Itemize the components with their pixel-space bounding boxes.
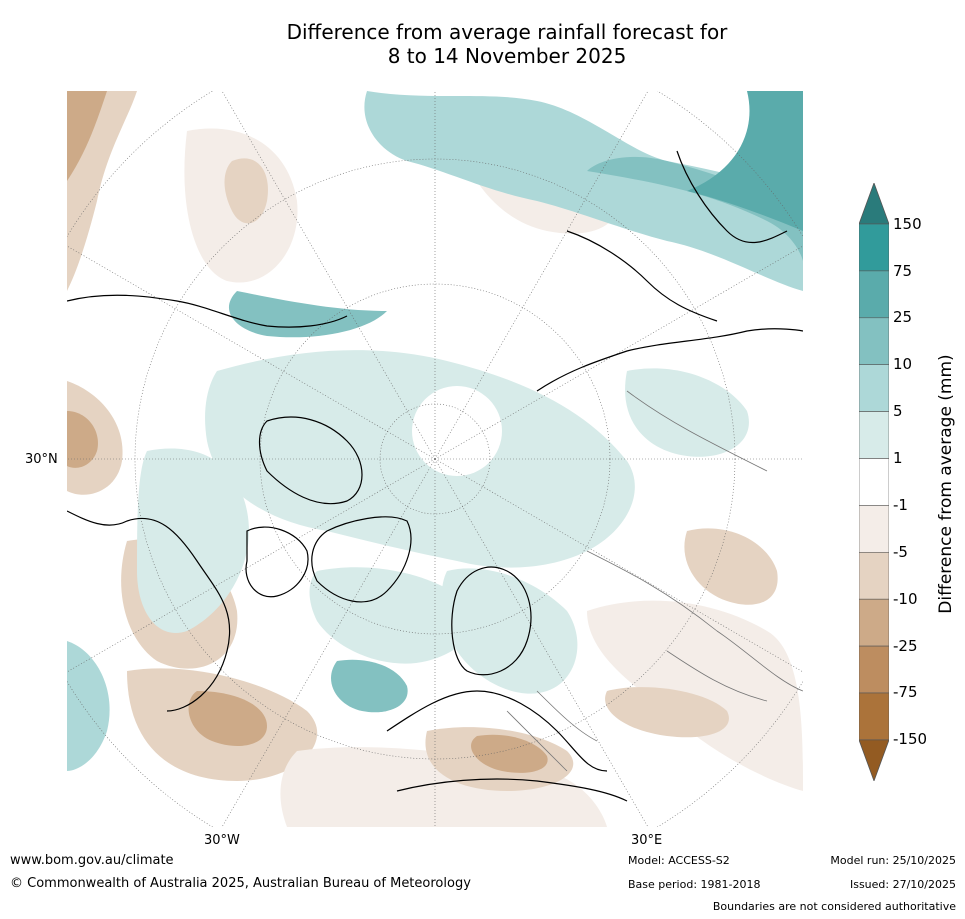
chart-title: Difference from average rainfall forecas…	[67, 20, 947, 68]
footer-model: Model: ACCESS-S2	[628, 854, 730, 867]
dry-region-north-pacific-core	[224, 158, 268, 224]
colorbar-extend-bottom	[858, 739, 890, 783]
dry-region-nw-pacific-core	[67, 91, 107, 181]
coast-kamchatka	[676, 150, 788, 244]
footer-disclaimer: Boundaries are not considered authoritat…	[712, 900, 956, 913]
coast-east-siberia	[566, 230, 718, 322]
country-borders	[506, 390, 803, 772]
longitude-lines	[67, 91, 803, 827]
cb-tick-neg25: -25	[893, 637, 918, 655]
cb-tick-1: 1	[893, 449, 903, 467]
colorbar-segment-9	[858, 598, 890, 647]
cb-tick-neg10: -10	[893, 590, 918, 608]
dry-region-himalaya	[605, 687, 729, 738]
coast-greenland	[311, 516, 412, 603]
cb-tick-150: 150	[893, 215, 922, 233]
colorbar-segment-4	[858, 364, 890, 412]
wet-region-scandinavia	[441, 568, 578, 694]
wet-region-canada	[137, 448, 249, 633]
wet-region-atlantic-core	[331, 659, 408, 713]
colorbar-segment-5	[858, 411, 890, 459]
wet-region-north-pacific	[364, 91, 803, 291]
colorbar-svg	[858, 181, 890, 783]
title-line-2: 8 to 14 November 2025	[387, 44, 627, 68]
colorbar-segment-6	[858, 458, 890, 506]
coast-russia-arctic	[536, 328, 803, 392]
colorbar-segment-11	[858, 692, 890, 741]
border-europe-1	[506, 710, 568, 772]
colorbar	[858, 181, 890, 783]
coast-hudson-bay	[245, 526, 309, 598]
dry-region-west-pacific-core	[67, 411, 98, 468]
cb-tick-neg75: -75	[893, 683, 918, 701]
border-europe-2	[536, 690, 598, 742]
border-asia-1	[626, 390, 768, 472]
wet-region-pacific-deep	[687, 91, 803, 231]
cb-tick-25: 25	[893, 308, 913, 326]
coast-scandinavia	[451, 566, 532, 676]
coastlines	[67, 150, 803, 802]
footer-model-run: Model run: 25/10/2025	[830, 854, 956, 867]
coast-alaska	[67, 294, 348, 328]
cb-tick-10: 10	[893, 355, 913, 373]
dry-region-asia-core	[684, 528, 778, 605]
polar-cap	[412, 386, 502, 476]
wet-region-west-pacific	[67, 641, 110, 771]
colorbar-extend-top	[858, 181, 890, 225]
colorbar-label: Difference from average (mm)	[936, 354, 956, 614]
colorbar-segment-1	[858, 223, 890, 272]
coast-mediterranean	[396, 778, 628, 802]
colorbar-segment-10	[858, 645, 890, 694]
title-line-1: Difference from average rainfall forecas…	[286, 20, 728, 44]
wet-region-atlantic-north	[309, 567, 475, 664]
colorbar-segment-2	[858, 270, 890, 319]
cb-tick-75: 75	[893, 262, 913, 280]
lat-label-30n: 30°N	[25, 452, 58, 467]
wet-region-siberia	[625, 368, 749, 457]
cb-tick-neg5: -5	[893, 543, 908, 561]
coast-north-america	[67, 510, 231, 712]
coast-arctic-archipelago	[258, 416, 363, 505]
colorbar-segment-7	[858, 505, 890, 553]
border-asia-3	[666, 650, 768, 702]
cb-tick-neg150: -150	[893, 730, 928, 748]
footer-issued: Issued: 27/10/2025	[849, 878, 956, 891]
rainfall-anomaly-map	[67, 91, 803, 827]
dry-region-atlantic-core	[188, 691, 267, 746]
footer-base-period: Base period: 1981-2018	[628, 878, 761, 891]
cb-tick-neg1: -1	[893, 496, 908, 514]
lon-label-30w: 30°W	[204, 833, 240, 848]
colorbar-segment-3	[858, 317, 890, 366]
colorbar-segment-8	[858, 551, 890, 600]
map-panel[interactable]	[67, 91, 803, 827]
footer-url[interactable]: www.bom.gov.au/climate	[10, 853, 174, 868]
cb-tick-5: 5	[893, 402, 903, 420]
footer-copyright: © Commonwealth of Australia 2025, Austra…	[10, 876, 471, 891]
wet-region-aleutian	[228, 291, 387, 338]
lon-label-30e: 30°E	[631, 833, 663, 848]
coast-europe	[386, 690, 608, 772]
border-asia-2	[586, 550, 803, 692]
